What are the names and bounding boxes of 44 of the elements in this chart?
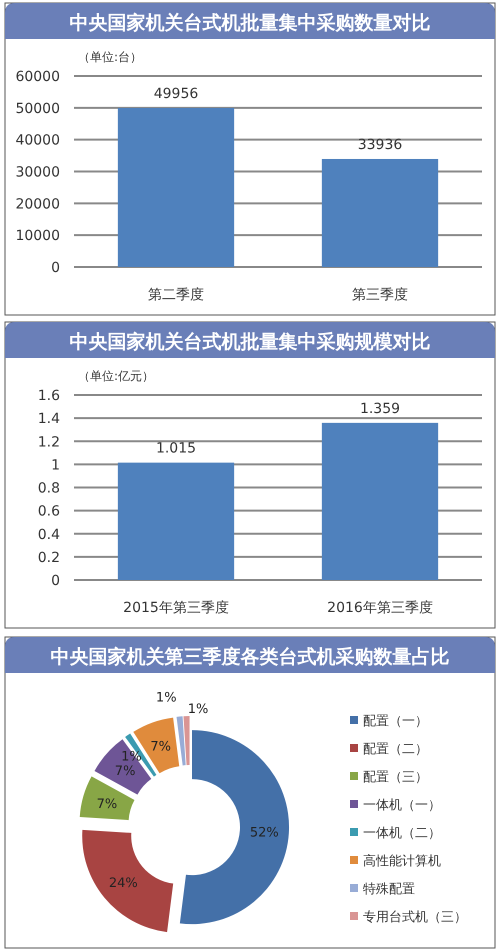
data-label: 1%	[156, 690, 177, 706]
y-tick-label: 0.8	[38, 480, 60, 496]
y-tick-label: 0	[51, 260, 60, 276]
y-tick-label: 60000	[15, 69, 60, 85]
y-tick-label: 30000	[15, 164, 60, 180]
y-tick-label: 0	[51, 573, 60, 589]
y-tick-label: 1.2	[38, 434, 60, 450]
legend-label: 配置（二）	[363, 742, 428, 757]
chart-title: 中央国家机关第三季度各类台式机采购数量占比	[50, 646, 450, 668]
chart-title: 中央国家机关台式机批量集中采购数量对比	[70, 12, 430, 34]
legend-label: 一体机（二）	[363, 826, 441, 841]
chart-title: 中央国家机关台式机批量集中采购规模对比	[70, 331, 430, 353]
data-label: 1.015	[156, 440, 196, 457]
x-tick-label: 第三季度	[352, 287, 408, 303]
data-label: 7%	[150, 740, 172, 755]
legend-label: 高性能计算机	[363, 853, 441, 869]
legend-label: 配置（一）	[363, 714, 428, 729]
data-label: 33936	[358, 136, 402, 153]
legend-label: 配置（三）	[363, 770, 428, 785]
y-tick-label: 1	[51, 457, 60, 474]
legend-label: 特殊配置	[363, 882, 415, 897]
y-tick-label: 50000	[15, 100, 60, 117]
legend-label: 专用台式机（三）	[363, 910, 467, 925]
data-label: 1%	[188, 702, 208, 718]
x-tick-label: 2016年第三季度	[327, 600, 433, 616]
y-axis-title: （单位:亿元）	[78, 369, 154, 383]
y-tick-label: 20000	[15, 196, 60, 212]
data-label: 49956	[154, 86, 198, 102]
legend-label: 一体机（一）	[363, 798, 441, 813]
y-axis-title: （单位:台）	[78, 50, 142, 64]
y-tick-label: 0.6	[38, 504, 60, 520]
data-label: 7%	[114, 764, 136, 779]
x-tick-label: 2015年第三季度	[123, 600, 229, 616]
data-label: 24%	[108, 876, 138, 892]
y-tick-label: 0.4	[38, 526, 60, 543]
data-label: 7%	[96, 796, 118, 812]
y-tick-label: 0.2	[38, 550, 60, 566]
data-label: 1.359	[360, 400, 400, 417]
y-tick-label: 10000	[15, 228, 60, 244]
data-label: 52%	[250, 826, 279, 841]
x-tick-label: 第二季度	[148, 287, 204, 303]
y-tick-label: 1.4	[38, 411, 60, 428]
y-tick-label: 40000	[15, 132, 60, 149]
y-tick-label: 1.6	[38, 388, 60, 404]
